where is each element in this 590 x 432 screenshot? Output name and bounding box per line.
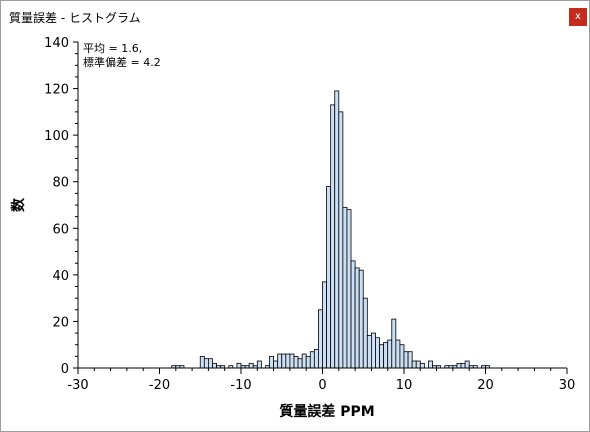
histogram-bar bbox=[399, 344, 405, 369]
histogram-bar bbox=[207, 358, 213, 369]
histogram-bar bbox=[281, 353, 287, 369]
histogram-bar bbox=[297, 358, 303, 369]
histogram-bar bbox=[285, 353, 291, 369]
histogram-bar bbox=[411, 360, 417, 369]
y-tick-label: 0 bbox=[61, 362, 69, 377]
title-bar: 質量誤差 - ヒストグラム x bbox=[1, 1, 589, 32]
histogram-bar bbox=[358, 269, 364, 369]
histogram-bar bbox=[403, 351, 409, 369]
histogram-bar bbox=[460, 362, 466, 369]
histogram-bars bbox=[171, 90, 490, 369]
x-tick-label: -10 bbox=[230, 378, 251, 393]
histogram-bar bbox=[309, 351, 315, 369]
annotation-mean: 平均 = 1.6, bbox=[83, 42, 142, 55]
window-title: 質量誤差 - ヒストグラム bbox=[9, 11, 141, 25]
histogram-bar bbox=[387, 339, 393, 369]
histogram-bar bbox=[277, 353, 283, 369]
histogram-bar bbox=[428, 360, 433, 369]
histogram-bar bbox=[330, 104, 336, 369]
histogram-bar bbox=[269, 355, 274, 369]
histogram-chart: 0 20 40 60 80 100 120 140 -30 -20 -10 0 10 20 30 平均 = … bbox=[10, 36, 575, 420]
histogram-bar bbox=[236, 362, 242, 369]
histogram-bar bbox=[415, 360, 421, 369]
close-button[interactable]: x bbox=[569, 8, 587, 26]
histogram-bar bbox=[419, 362, 425, 369]
x-tick-label: 20 bbox=[477, 378, 494, 393]
histogram-bar bbox=[301, 353, 307, 369]
histogram-bar bbox=[318, 309, 323, 369]
histogram-bar bbox=[256, 360, 262, 369]
histogram-bar bbox=[362, 297, 368, 369]
histogram-bar bbox=[289, 353, 295, 369]
histogram-bar bbox=[322, 281, 327, 369]
y-tick-label: 120 bbox=[44, 83, 69, 98]
x-tick-label: -20 bbox=[149, 378, 170, 393]
chart-axes: 0 20 40 60 80 100 120 140 -30 -20 -10 0 10 20 30 bbox=[44, 36, 575, 393]
histogram-bar bbox=[350, 260, 356, 369]
y-tick-label: 40 bbox=[52, 269, 69, 284]
x-tick-label: 30 bbox=[559, 378, 576, 393]
histogram-bar bbox=[334, 90, 340, 369]
histogram-bar bbox=[379, 344, 385, 369]
histogram-bar bbox=[273, 360, 279, 369]
histogram-bar bbox=[212, 362, 217, 369]
histogram-bar bbox=[313, 348, 319, 369]
histogram-bar bbox=[346, 209, 352, 369]
histogram-bar bbox=[375, 337, 380, 369]
histogram-bar bbox=[407, 351, 413, 369]
histogram-bar bbox=[464, 360, 470, 369]
histogram-bar bbox=[391, 318, 397, 369]
y-tick-label: 80 bbox=[52, 176, 69, 191]
histogram-bar bbox=[248, 362, 254, 369]
x-tick-label: -30 bbox=[67, 378, 88, 393]
y-tick-label: 140 bbox=[44, 36, 69, 51]
histogram-bar bbox=[342, 206, 348, 369]
histogram-bar bbox=[456, 362, 462, 369]
histogram-bar bbox=[338, 111, 344, 369]
x-tick-label: 0 bbox=[318, 378, 326, 393]
histogram-bar bbox=[370, 332, 376, 369]
histogram-bar bbox=[395, 339, 401, 369]
histogram-bar bbox=[383, 341, 389, 369]
histogram-bar bbox=[199, 355, 205, 369]
y-tick-label: 20 bbox=[52, 315, 69, 330]
y-axis-label: 数 bbox=[10, 197, 27, 212]
y-tick-label: 100 bbox=[44, 129, 69, 144]
histogram-bar bbox=[305, 355, 311, 369]
annotation-stddev: 標準偏差 = 4.2 bbox=[83, 55, 161, 69]
histogram-bar bbox=[354, 267, 360, 369]
y-tick-label: 60 bbox=[52, 222, 69, 237]
histogram-bar bbox=[203, 358, 209, 369]
histogram-bar bbox=[293, 355, 299, 369]
histogram-bar bbox=[326, 185, 332, 369]
x-axis-label: 質量誤差 PPM bbox=[279, 403, 374, 420]
x-tick-label: 10 bbox=[396, 378, 413, 393]
histogram-bar bbox=[366, 334, 372, 369]
